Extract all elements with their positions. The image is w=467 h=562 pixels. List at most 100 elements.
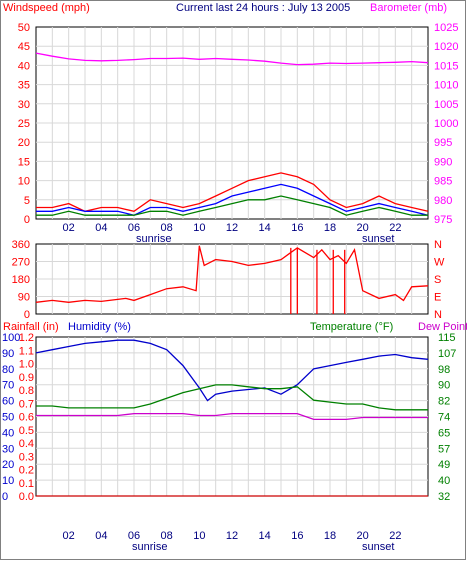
temperature-tick: 49 [438,459,450,471]
direction-tick: 180 [12,274,30,286]
humidity-series-1 [36,384,428,411]
humidity-tick: 90 [2,348,14,360]
temperature-tick: 65 [438,427,450,439]
rain-tick: 0.6 [19,412,34,424]
humidity-tick: 40 [2,427,14,439]
barometer-tick: 980 [434,195,452,207]
direction-tick: 90 [18,292,30,304]
wind-series-3 [35,52,429,66]
windspeed-tick: 10 [18,176,30,188]
windspeed-tick: 5 [24,195,30,207]
wind-panel-xtick: 18 [324,222,336,234]
barometer-tick: 1005 [434,99,458,111]
wind-panel-xtick: 20 [357,222,369,234]
barometer-tick: 985 [434,176,452,188]
compass-tick: W [434,257,445,269]
humidity-tick: 30 [2,443,14,455]
rain-tick: 0.4 [19,438,34,450]
humidity-tick: 0 [2,491,8,503]
humidity-tick: 70 [2,380,14,392]
rain-tick: 1.1 [19,345,34,357]
sunrise-label-1: sunrise [136,233,171,245]
wind-panel-xtick: 22 [389,222,401,234]
humidity-panel-xtick: 20 [357,530,369,542]
rain-tick: 0.0 [19,491,34,503]
temperature-tick: 98 [438,364,450,376]
wind-panel-xtick: 10 [193,222,205,234]
temperature-tick: 57 [438,443,450,455]
humidity-panel-xtick: 14 [259,530,271,542]
rain-tick: 0.8 [19,385,34,397]
humidity-panel-xtick: 16 [291,530,303,542]
windspeed-tick: 40 [18,60,30,72]
humidity-series-0 [35,339,429,402]
rain-tick: 0.3 [19,451,34,463]
barometer-tick: 975 [434,214,452,226]
wind-series-0 [36,172,429,212]
wind-panel-xtick: 14 [259,222,271,234]
compass-tick: N [434,309,442,321]
temperature-tick: 90 [438,380,450,392]
windspeed-tick: 25 [18,118,30,130]
humidity-panel-xtick: 04 [95,530,107,542]
direction-tick: 270 [12,257,30,269]
humidity-tick: 50 [2,412,14,424]
rain-tick: 0.1 [19,478,34,490]
sunset-label-3: sunset [362,541,394,553]
humidity-tick: 10 [2,475,14,487]
direction-tick: 0 [24,309,30,321]
wind-panel-xtick: 12 [226,222,238,234]
wind-panel-xtick: 08 [161,222,173,234]
rain-tick: 1.0 [19,359,34,371]
windspeed-tick: 45 [18,41,30,53]
barometer-tick: 1000 [434,118,458,130]
sunrise-label-3: sunrise [132,541,167,553]
humidity-panel-xtick: 12 [226,530,238,542]
humidity-tick: 80 [2,364,14,376]
barometer-tick: 995 [434,137,452,149]
dewpoint-axis-label: Dew Point [418,321,467,333]
windspeed-axis-label: Windspeed (mph) [3,2,90,14]
windspeed-tick: 15 [18,156,30,168]
rainfall-axis-label: Rainfall (in) [3,321,59,333]
chart-title: Current last 24 hours : July 13 2005 [176,2,350,14]
rain-tick: 0.5 [19,425,34,437]
humidity-panel-xtick: 06 [128,530,140,542]
compass-tick: S [434,274,441,286]
temperature-tick: 107 [438,348,456,360]
barometer-axis-label: Barometer (mb) [370,2,447,14]
humidity-panel-xtick: 08 [161,530,173,542]
wind-panel-xtick: 16 [291,222,303,234]
humidity-tick: 20 [2,459,14,471]
barometer-tick: 990 [434,156,452,168]
temperature-tick: 82 [438,396,450,408]
windspeed-tick: 35 [18,80,30,92]
humidity-series-2 [36,412,428,421]
direction-series-0 [35,245,429,303]
wind-series-2 [36,195,428,216]
humidity-tick: 100 [2,332,20,344]
windspeed-tick: 20 [18,137,30,149]
humidity-panel-xtick: 22 [389,530,401,542]
compass-tick: N [434,239,442,251]
barometer-tick: 1015 [434,60,458,72]
barometer-tick: 1010 [434,80,458,92]
rain-tick: 0.2 [19,465,34,477]
barometer-tick: 1020 [434,41,458,53]
wind-series-1 [36,183,429,216]
temperature-axis-label: Temperature (°F) [310,321,393,333]
humidity-panel-xtick: 02 [63,530,75,542]
humidity-panel-xtick: 10 [193,530,205,542]
temperature-tick: 74 [438,412,450,424]
wind-panel-xtick: 04 [95,222,107,234]
humidity-panel-xtick: 18 [324,530,336,542]
rain-tick: 0.7 [19,398,34,410]
rain-tick: 0.9 [19,372,34,384]
temperature-tick: 115 [438,332,456,344]
direction-tick: 360 [12,239,30,251]
humidity-tick: 60 [2,396,14,408]
temperature-tick: 32 [438,491,450,503]
temperature-tick: 40 [438,475,450,487]
wind-panel-xtick: 06 [128,222,140,234]
